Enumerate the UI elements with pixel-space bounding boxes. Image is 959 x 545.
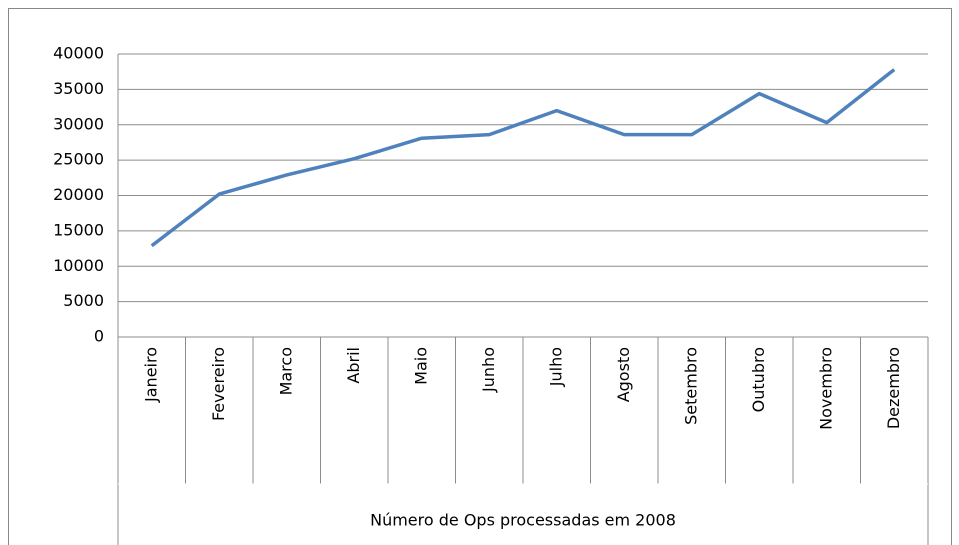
y-tick-label: 35000 xyxy=(53,79,104,98)
y-tick-label: 20000 xyxy=(53,185,104,204)
x-tick-label: Julho xyxy=(546,347,565,387)
y-tick-label: 25000 xyxy=(53,150,104,169)
y-tick-label: 15000 xyxy=(53,220,104,239)
data-line xyxy=(150,68,896,248)
x-tick-label: Dezembro xyxy=(884,347,903,429)
x-tick-label: Maio xyxy=(411,347,430,385)
y-tick-label: 30000 xyxy=(53,114,104,133)
y-tick-label: 10000 xyxy=(53,256,104,275)
y-tick-label: 0 xyxy=(94,327,104,346)
x-axis-label: Número de Ops processadas em 2008 xyxy=(370,511,676,530)
y-tick-label: 40000 xyxy=(53,44,104,63)
x-tick-label: Outubro xyxy=(749,347,768,412)
x-tick-label: Novembro xyxy=(816,347,835,430)
x-tick-label: Marco xyxy=(276,347,295,395)
x-tick-label: Abril xyxy=(344,347,363,384)
x-tick-label: Fevereiro xyxy=(209,347,228,421)
x-tick-label: Agosto xyxy=(614,347,633,402)
y-tick-label: 5000 xyxy=(63,291,104,310)
chart-frame xyxy=(8,8,952,545)
x-tick-label: Janeiro xyxy=(141,347,160,403)
x-tick-label: Setembro xyxy=(681,347,700,425)
x-tick-label: Junho xyxy=(479,347,498,393)
